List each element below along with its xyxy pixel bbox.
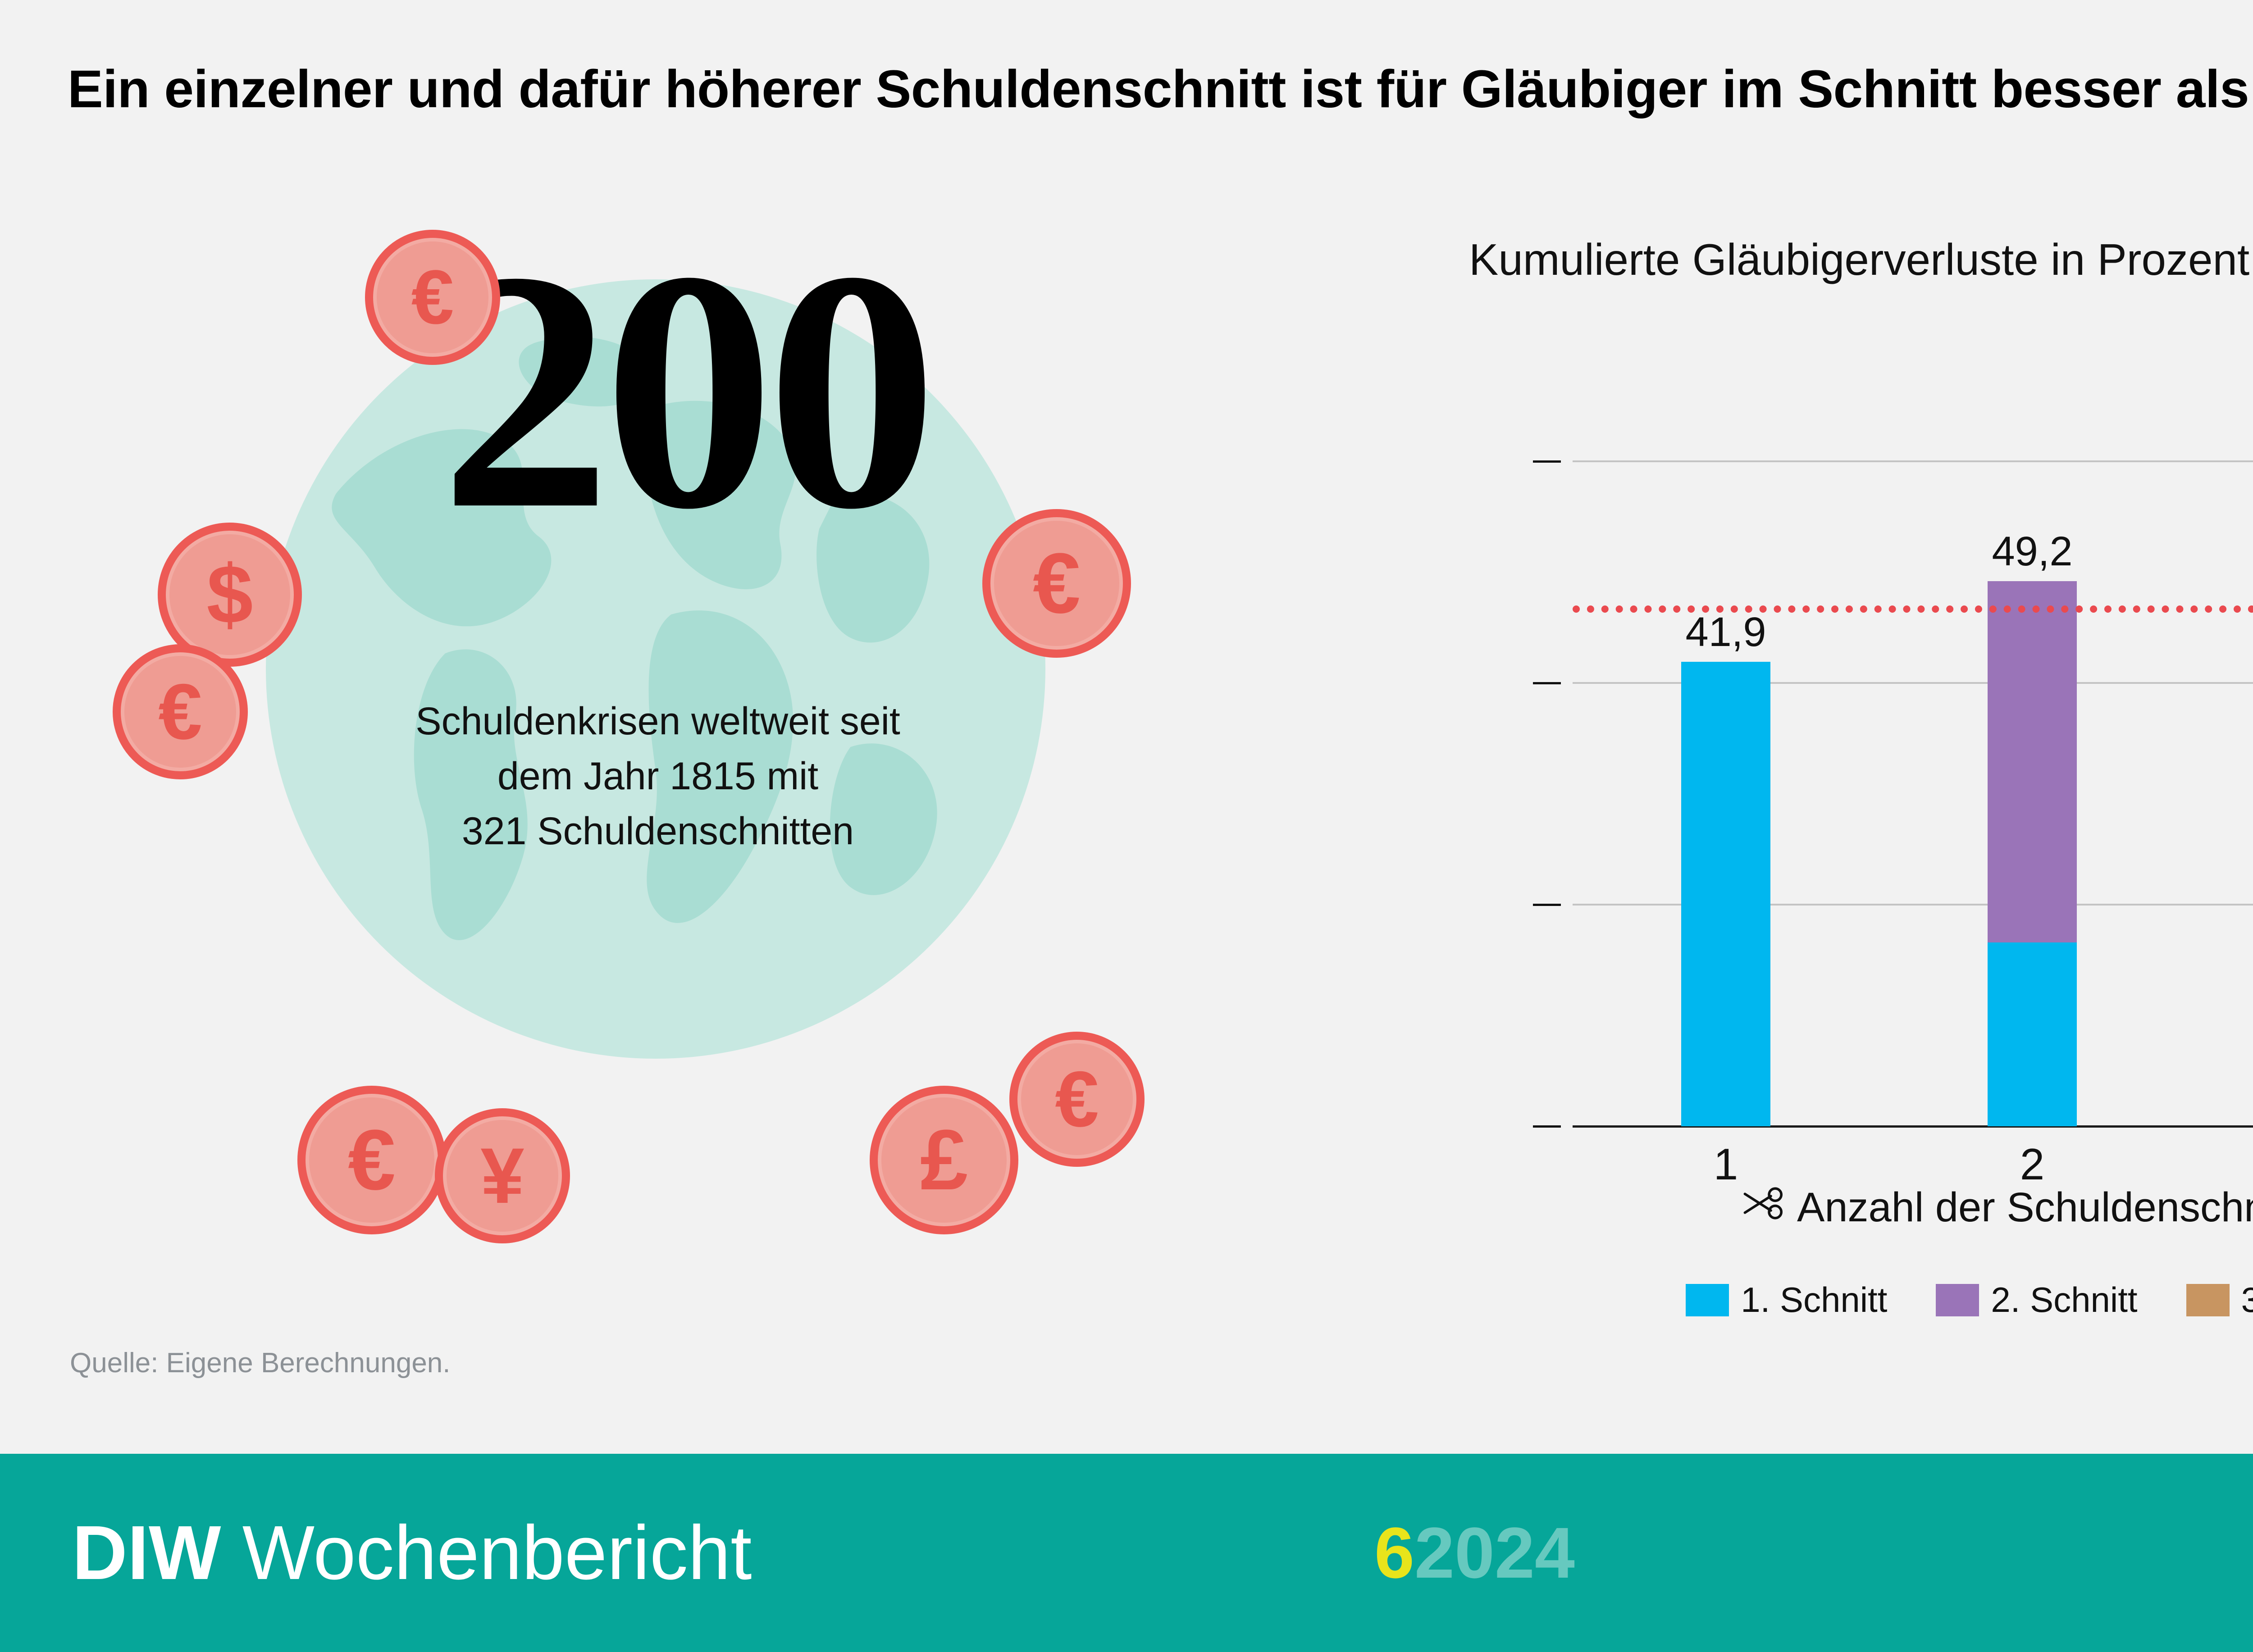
coin-euro-left: € — [113, 644, 248, 779]
bar-value-label-1: 41,9 — [1685, 609, 1766, 655]
x-tick-label-1: 1 — [1713, 1139, 1738, 1189]
source-note: Quelle: Eigene Berechnungen. — [70, 1347, 451, 1379]
footer-issue: 62024 — [1374, 1511, 1575, 1594]
coin-euro-bottom-left: € — [297, 1086, 446, 1234]
reference-cut-line — [1573, 605, 2253, 613]
y-tick-mark-20 — [1533, 903, 1561, 906]
chart-title: Kumulierte Gläubigerverluste in Prozent — [1469, 235, 2250, 284]
footer-bar: DIW Wochenbericht 62024 DIW BERLIN — [0, 1454, 2253, 1652]
gridline-40 — [1573, 682, 2253, 684]
bar-segment-2-series2[interactable] — [1988, 581, 2077, 942]
left-caption-line1: Schuldenkrisen weltweit seit — [415, 700, 900, 743]
legend-item-1[interactable]: 1. Schnitt — [1686, 1279, 1887, 1320]
page-title: Ein einzelner und dafür höherer Schulden… — [68, 59, 2253, 119]
bar-column-2[interactable] — [1988, 581, 2077, 1126]
y-tick-mark-40 — [1533, 682, 1561, 684]
legend-label-2: 2. Schnitt — [1991, 1280, 2138, 1320]
bar-column-1[interactable] — [1681, 662, 1770, 1126]
left-caption: Schuldenkrisen weltweit seit dem Jahr 18… — [261, 694, 1054, 859]
y-tick-mark-0 — [1533, 1125, 1561, 1128]
gridline-20 — [1573, 903, 2253, 906]
left-illustration-panel: 200 Schuldenkrisen weltweit seit dem Jah… — [54, 194, 1298, 1329]
legend-label-1: 1. Schnitt — [1741, 1280, 1888, 1320]
footer-title-rest: Wochenbericht — [221, 1510, 752, 1596]
legend-swatch-3 — [2186, 1283, 2230, 1316]
bar-segment-1-series1[interactable] — [1681, 662, 1770, 1126]
legend-swatch-1 — [1686, 1283, 1729, 1316]
x-axis-label: Anzahl der Schuldenschnitte — [1573, 1184, 2253, 1231]
bar-value-label-2: 49,2 — [1992, 528, 2073, 574]
x-tick-label-2: 2 — [2020, 1139, 2045, 1189]
chart-legend: 1. Schnitt 2. Schnitt 3. Schnitt — [1573, 1279, 2253, 1320]
gridline-60 — [1573, 460, 2253, 462]
chart-panel: Kumulierte Gläubigerverluste in Prozent … — [1433, 234, 2253, 1406]
gridline-0 — [1573, 1125, 2253, 1128]
footer-title: DIW Wochenbericht — [72, 1509, 752, 1597]
x-axis-label-text: Anzahl der Schuldenschnitte — [1797, 1184, 2253, 1230]
coin-euro-right: € — [982, 509, 1131, 658]
coin-euro-top: € — [365, 230, 500, 365]
issue-number: 6 — [1374, 1512, 1414, 1593]
left-caption-line3: 321 Schuldenschnitten — [461, 810, 854, 853]
legend-label-3: 3. Schnitt — [2241, 1280, 2253, 1320]
issue-year: 2024 — [1414, 1512, 1575, 1593]
legend-swatch-2 — [1936, 1283, 1979, 1316]
globe-graphic — [266, 279, 1045, 1059]
bar-segment-2-series1[interactable] — [1988, 942, 2077, 1126]
big-number-200: 200 — [440, 201, 938, 580]
footer-title-bold: DIW — [72, 1510, 221, 1596]
coin-pound-bottom-right: £ — [870, 1086, 1018, 1234]
coin-euro-bottom-right: € — [1009, 1032, 1145, 1167]
scissors-icon — [1742, 1184, 1785, 1231]
legend-item-2[interactable]: 2. Schnitt — [1936, 1279, 2138, 1320]
left-caption-line2: dem Jahr 1815 mit — [497, 755, 819, 798]
y-tick-mark-60 — [1533, 460, 1561, 463]
coin-yen-bottom: ¥ — [435, 1108, 570, 1243]
legend-item-3[interactable]: 3. Schnitt — [2186, 1279, 2253, 1320]
